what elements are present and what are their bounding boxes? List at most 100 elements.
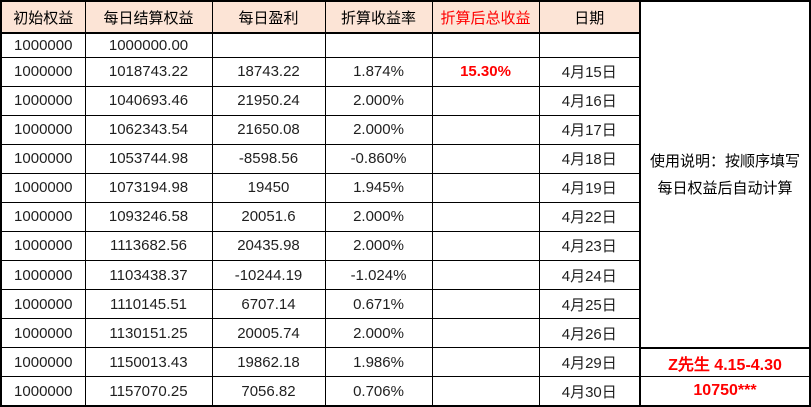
cell-daily-return[interactable]: 1.986%: [324, 347, 433, 378]
table-row: 1000000 1062343.54 21650.08 2.000% 4月17日: [2, 114, 639, 145]
cell-date[interactable]: 4月19日: [538, 172, 639, 203]
cell-settlement-equity[interactable]: 1018743.22: [84, 56, 213, 87]
cell-date[interactable]: 4月18日: [538, 143, 639, 174]
cell-settlement-equity[interactable]: 1053744.98: [84, 143, 213, 174]
cell-daily-return[interactable]: 1.945%: [324, 172, 433, 203]
cell-settlement-equity[interactable]: 1062343.54: [84, 114, 213, 145]
cell-daily-profit[interactable]: 20435.98: [211, 230, 326, 262]
cell-daily-return[interactable]: 2.000%: [324, 85, 433, 116]
table-row: 1000000 1018743.22 18743.22 1.874% 15.30…: [2, 56, 639, 87]
table-row: 1000000 1113682.56 20435.98 2.000% 4月23日: [2, 230, 639, 262]
cell-daily-profit[interactable]: 21650.08: [211, 114, 326, 145]
cell-total-return[interactable]: [431, 143, 540, 174]
cell-date[interactable]: 4月24日: [538, 259, 639, 291]
cell-daily-profit[interactable]: 21950.24: [211, 85, 326, 116]
cell-daily-return[interactable]: 0.706%: [324, 376, 433, 405]
cell-daily-profit[interactable]: 20051.6: [211, 201, 326, 232]
cell-total-return[interactable]: [431, 376, 540, 405]
cell-date[interactable]: 4月17日: [538, 114, 639, 145]
cell-initial-equity[interactable]: 1000000: [2, 259, 86, 291]
cell-daily-return[interactable]: 2.000%: [324, 114, 433, 145]
cell-total-return[interactable]: [431, 230, 540, 262]
cell-initial-equity[interactable]: 1000000: [2, 376, 86, 405]
side-panel: 使用说明：按顺序填写每日权益后自动计算 Z先生 4.15-4.30 10750*…: [639, 2, 809, 405]
header-date[interactable]: 日期: [538, 2, 639, 34]
table-row: 1000000 1103438.37 -10244.19 -1.024% 4月2…: [2, 259, 639, 291]
cell-daily-profit[interactable]: -8598.56: [211, 143, 326, 174]
header-daily-profit[interactable]: 每日盈利: [211, 2, 326, 34]
cell-settlement-equity[interactable]: 1093246.58: [84, 201, 213, 232]
cell-settlement-equity[interactable]: 1130151.25: [84, 318, 213, 349]
cell-initial-equity[interactable]: 1000000: [2, 201, 86, 232]
header-total-return[interactable]: 折算后总收益: [431, 2, 540, 34]
cell-initial-equity[interactable]: 1000000: [2, 143, 86, 174]
cell-settlement-equity[interactable]: 1073194.98: [84, 172, 213, 203]
cell-total-return[interactable]: [431, 318, 540, 349]
cell-daily-profit[interactable]: 19450: [211, 172, 326, 203]
cell-daily-return[interactable]: 2.000%: [324, 230, 433, 262]
cell-daily-return[interactable]: 0.671%: [324, 289, 433, 320]
cell-settlement-equity[interactable]: 1150013.43: [84, 347, 213, 378]
table-row: 1000000 1073194.98 19450 1.945% 4月19日: [2, 172, 639, 203]
cell-date[interactable]: [538, 32, 639, 58]
cell-date[interactable]: 4月16日: [538, 85, 639, 116]
cell-date[interactable]: 4月25日: [538, 289, 639, 320]
cell-date[interactable]: 4月22日: [538, 201, 639, 232]
cell-daily-profit[interactable]: 18743.22: [211, 56, 326, 87]
trader-signature-cell[interactable]: Z先生 4.15-4.30: [641, 349, 809, 377]
cell-total-return[interactable]: [431, 259, 540, 291]
cell-settlement-equity[interactable]: 1000000.00: [84, 32, 213, 58]
cell-settlement-equity[interactable]: 1040693.46: [84, 85, 213, 116]
header-daily-return[interactable]: 折算收益率: [324, 2, 433, 34]
cell-daily-profit[interactable]: [211, 32, 326, 58]
cell-initial-equity[interactable]: 1000000: [2, 172, 86, 203]
cell-daily-return[interactable]: -0.860%: [324, 143, 433, 174]
header-initial-equity[interactable]: 初始权益: [2, 2, 86, 34]
header-settlement-equity[interactable]: 每日结算权益: [84, 2, 213, 34]
cell-initial-equity[interactable]: 1000000: [2, 230, 86, 262]
cell-date[interactable]: 4月15日: [538, 56, 639, 87]
cell-total-return[interactable]: [431, 201, 540, 232]
cell-daily-return[interactable]: -1.024%: [324, 259, 433, 291]
table-row: 1000000 1110145.51 6707.14 0.671% 4月25日: [2, 289, 639, 320]
cell-initial-equity[interactable]: 1000000: [2, 347, 86, 378]
table-row: 1000000 1040693.46 21950.24 2.000% 4月16日: [2, 85, 639, 116]
table-row: 1000000 1150013.43 19862.18 1.986% 4月29日: [2, 347, 639, 378]
cell-date[interactable]: 4月30日: [538, 376, 639, 405]
usage-note-cell[interactable]: 使用说明：按顺序填写每日权益后自动计算: [641, 2, 809, 349]
cell-initial-equity[interactable]: 1000000: [2, 289, 86, 320]
cell-initial-equity[interactable]: 1000000: [2, 85, 86, 116]
cell-total-return[interactable]: [431, 347, 540, 378]
table-body: 1000000 1000000.00 1000000 1018743.22 18…: [2, 32, 639, 405]
cell-daily-return[interactable]: 2.000%: [324, 318, 433, 349]
cell-date[interactable]: 4月26日: [538, 318, 639, 349]
cell-settlement-equity[interactable]: 1110145.51: [84, 289, 213, 320]
cell-total-return[interactable]: 15.30%: [431, 56, 540, 87]
cell-date[interactable]: 4月23日: [538, 230, 639, 262]
cell-total-return[interactable]: [431, 32, 540, 58]
cell-daily-return[interactable]: [324, 32, 433, 58]
cell-total-return[interactable]: [431, 85, 540, 116]
cell-initial-equity[interactable]: 1000000: [2, 114, 86, 145]
cell-date[interactable]: 4月29日: [538, 347, 639, 378]
cell-settlement-equity[interactable]: 1113682.56: [84, 230, 213, 262]
cell-daily-return[interactable]: 2.000%: [324, 201, 433, 232]
cell-daily-profit[interactable]: 20005.74: [211, 318, 326, 349]
cell-settlement-equity[interactable]: 1103438.37: [84, 259, 213, 291]
cell-total-return[interactable]: [431, 289, 540, 320]
cell-total-return[interactable]: [431, 172, 540, 203]
cell-total-return[interactable]: [431, 114, 540, 145]
cell-daily-return[interactable]: 1.874%: [324, 56, 433, 87]
cell-daily-profit[interactable]: 7056.82: [211, 376, 326, 405]
cell-initial-equity[interactable]: 1000000: [2, 32, 86, 58]
cell-daily-profit[interactable]: 6707.14: [211, 289, 326, 320]
cell-settlement-equity[interactable]: 1157070.25: [84, 376, 213, 405]
cell-initial-equity[interactable]: 1000000: [2, 318, 86, 349]
cell-initial-equity[interactable]: 1000000: [2, 56, 86, 87]
table-row: 1000000 1053744.98 -8598.56 -0.860% 4月18…: [2, 143, 639, 174]
cell-daily-profit[interactable]: -10244.19: [211, 259, 326, 291]
cell-daily-profit[interactable]: 19862.18: [211, 347, 326, 378]
table-row: 1000000 1157070.25 7056.82 0.706% 4月30日: [2, 376, 639, 405]
account-number-cell[interactable]: 10750***: [693, 382, 757, 399]
